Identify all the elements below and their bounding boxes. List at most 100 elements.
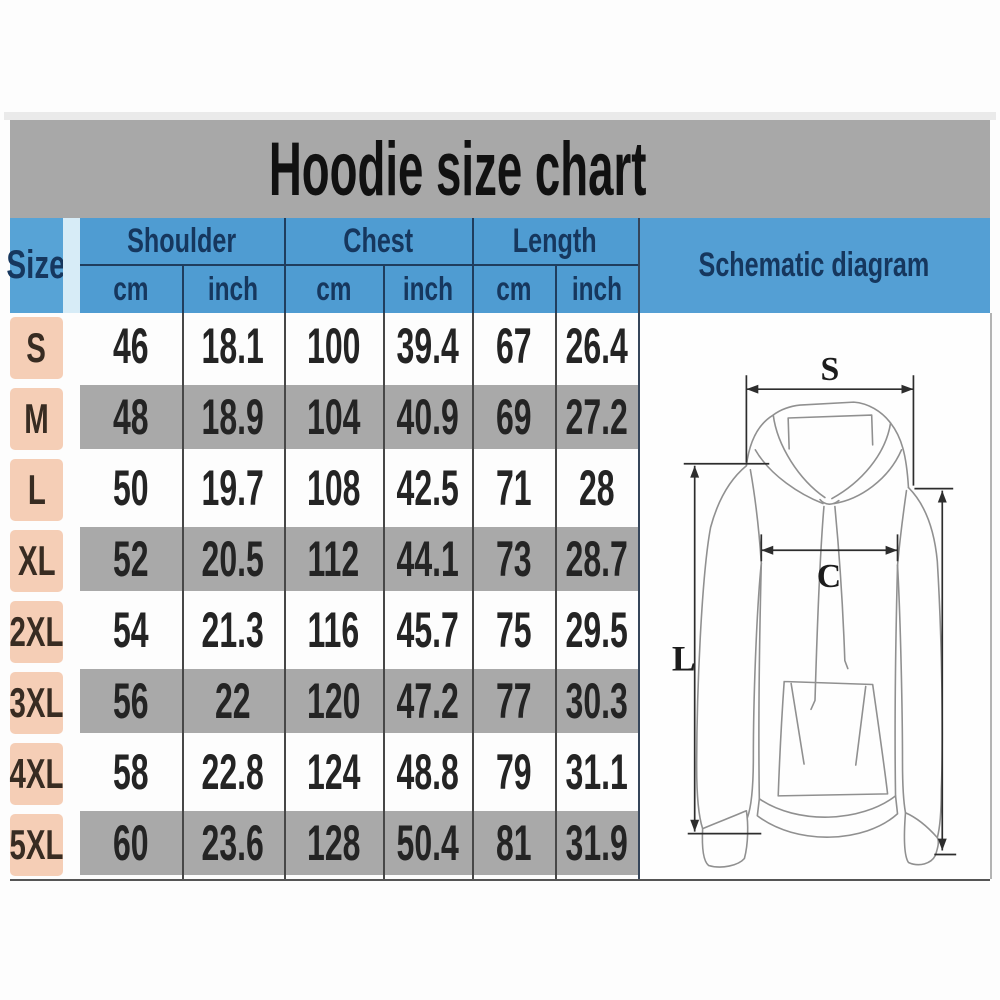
measurement-value: 28.7 xyxy=(565,531,628,587)
schematic-header-label: Schematic diagram xyxy=(698,246,930,284)
unit-header-shoulder-cm: cm xyxy=(80,265,182,313)
size-label: L xyxy=(10,459,63,521)
hoodie-schematic-svg: S C L xyxy=(672,351,957,868)
measurement-value: 30.3 xyxy=(565,673,628,729)
row-band: 46 18.1 100 39.4 67 26.4 xyxy=(80,314,638,378)
measurement-value: 50.4 xyxy=(396,815,459,871)
measurement-value: 75 xyxy=(495,602,532,658)
measurement-value: 47.2 xyxy=(396,673,459,729)
measurement-value: 69 xyxy=(495,389,532,445)
measurement-value: 22 xyxy=(215,673,251,729)
arrowhead xyxy=(690,819,700,832)
size-header-label: Size xyxy=(6,243,67,287)
measurement-value: 79 xyxy=(495,744,532,800)
left-sleeve-outer xyxy=(695,464,748,830)
column-group-chest: Chest xyxy=(284,218,472,265)
column-group-shoulder: Shoulder xyxy=(80,218,284,265)
chest-dimension-line xyxy=(760,534,899,562)
measurement-value: 28 xyxy=(578,460,615,516)
measurement-value: 58 xyxy=(113,744,149,800)
arrowhead xyxy=(746,384,759,394)
row-band: 50 19.7 108 42.5 71 28 xyxy=(80,456,638,520)
measurement-value: 67 xyxy=(495,318,532,374)
measurement-value: 73 xyxy=(495,531,532,587)
size-label: 5XL xyxy=(10,814,63,876)
band-top-edge xyxy=(4,112,996,120)
column-divider xyxy=(182,313,184,879)
length-dimension-label: L xyxy=(672,639,696,679)
measurement-value: 116 xyxy=(307,602,360,658)
size-label: 4XL xyxy=(10,743,63,805)
measurement-value: 20.5 xyxy=(201,531,265,587)
unit-label: cm xyxy=(113,270,149,307)
schematic-diagram-cell: S C L xyxy=(640,313,992,879)
arrowhead xyxy=(690,465,700,478)
measurement-value: 71 xyxy=(495,460,532,516)
unit-header-length-cm: cm xyxy=(472,265,555,313)
measurement-value: 18.1 xyxy=(201,318,265,374)
neck-gather xyxy=(819,498,840,505)
chest-dimension-label: C xyxy=(817,558,841,595)
row-band: 48 18.9 104 40.9 69 27.2 xyxy=(80,385,638,449)
size-label: S xyxy=(10,317,63,379)
drawstring-right xyxy=(834,505,849,670)
table-body: S 46 18.1 100 39.4 67 26.4 M 48 18.9 104 40.9 69 27.2… xyxy=(10,313,990,881)
size-label: XL xyxy=(10,530,63,592)
left-cuff xyxy=(701,809,749,868)
title-band: Hoodie size chart xyxy=(10,120,990,218)
arrowhead xyxy=(761,545,774,555)
right-sleeve-inner xyxy=(896,564,907,814)
measurement-value: 48.8 xyxy=(396,744,459,800)
measurement-value: 44.1 xyxy=(396,531,459,587)
measurement-value: 42.5 xyxy=(396,460,459,516)
measurement-value: 18.9 xyxy=(201,389,265,445)
size-label: M xyxy=(10,388,63,450)
measurement-value: 81 xyxy=(495,815,532,871)
table-row: S 46 18.1 100 39.4 67 26.4 xyxy=(10,313,990,384)
arrowhead xyxy=(885,545,898,555)
measurement-value: 60 xyxy=(113,815,149,871)
unit-header-chest-cm: cm xyxy=(284,265,383,313)
hood-fold xyxy=(772,414,826,499)
measurement-value: 26.4 xyxy=(565,318,628,374)
header-gap-stripe xyxy=(63,218,80,313)
size-label: 2XL xyxy=(10,601,63,663)
unit-label: inch xyxy=(571,270,622,307)
header-divider xyxy=(555,265,557,313)
kangaroo-pocket xyxy=(777,680,889,797)
unit-header-shoulder-inch: inch xyxy=(182,265,284,313)
group-label: Chest xyxy=(343,222,413,260)
left-shoulder-seam xyxy=(749,468,763,564)
row-band: 52 20.5 112 44.1 73 28.7 xyxy=(80,527,638,591)
column-group-length: Length xyxy=(472,218,638,265)
hood-fold xyxy=(754,449,824,505)
table-row: 4XL 58 22.8 124 48.8 79 31.1 xyxy=(10,739,990,810)
body-right-side xyxy=(894,564,899,797)
measurement-value: 52 xyxy=(113,531,149,587)
measurement-value: 31.1 xyxy=(565,744,628,800)
table-row: L 50 19.7 108 42.5 71 28 xyxy=(10,455,990,526)
header-divider xyxy=(383,265,385,313)
unit-label: inch xyxy=(207,270,259,307)
measurement-value: 54 xyxy=(113,602,149,658)
measurement-value: 124 xyxy=(306,744,361,800)
body-left-side xyxy=(758,562,763,800)
table-row: 3XL 56 22 120 47.2 77 30.3 xyxy=(10,668,990,739)
unit-label: cm xyxy=(315,270,352,307)
measurement-value: 31.9 xyxy=(565,815,628,871)
measurement-value: 22.8 xyxy=(201,744,265,800)
row-band: 58 22.8 124 48.8 79 31.1 xyxy=(80,740,638,804)
measurement-value: 56 xyxy=(113,673,149,729)
measurement-value: 77 xyxy=(495,673,532,729)
hood-opening xyxy=(787,414,874,450)
measurement-value: 100 xyxy=(306,318,361,374)
column-divider xyxy=(555,313,557,879)
measurement-value: 48 xyxy=(113,389,149,445)
measurement-value: 45.7 xyxy=(396,602,459,658)
measurement-value: 104 xyxy=(306,389,361,445)
column-header-schematic: Schematic diagram xyxy=(638,218,990,313)
measurement-value: 40.9 xyxy=(396,389,459,445)
right-cuff xyxy=(903,811,940,866)
column-header-size: Size xyxy=(6,218,67,313)
